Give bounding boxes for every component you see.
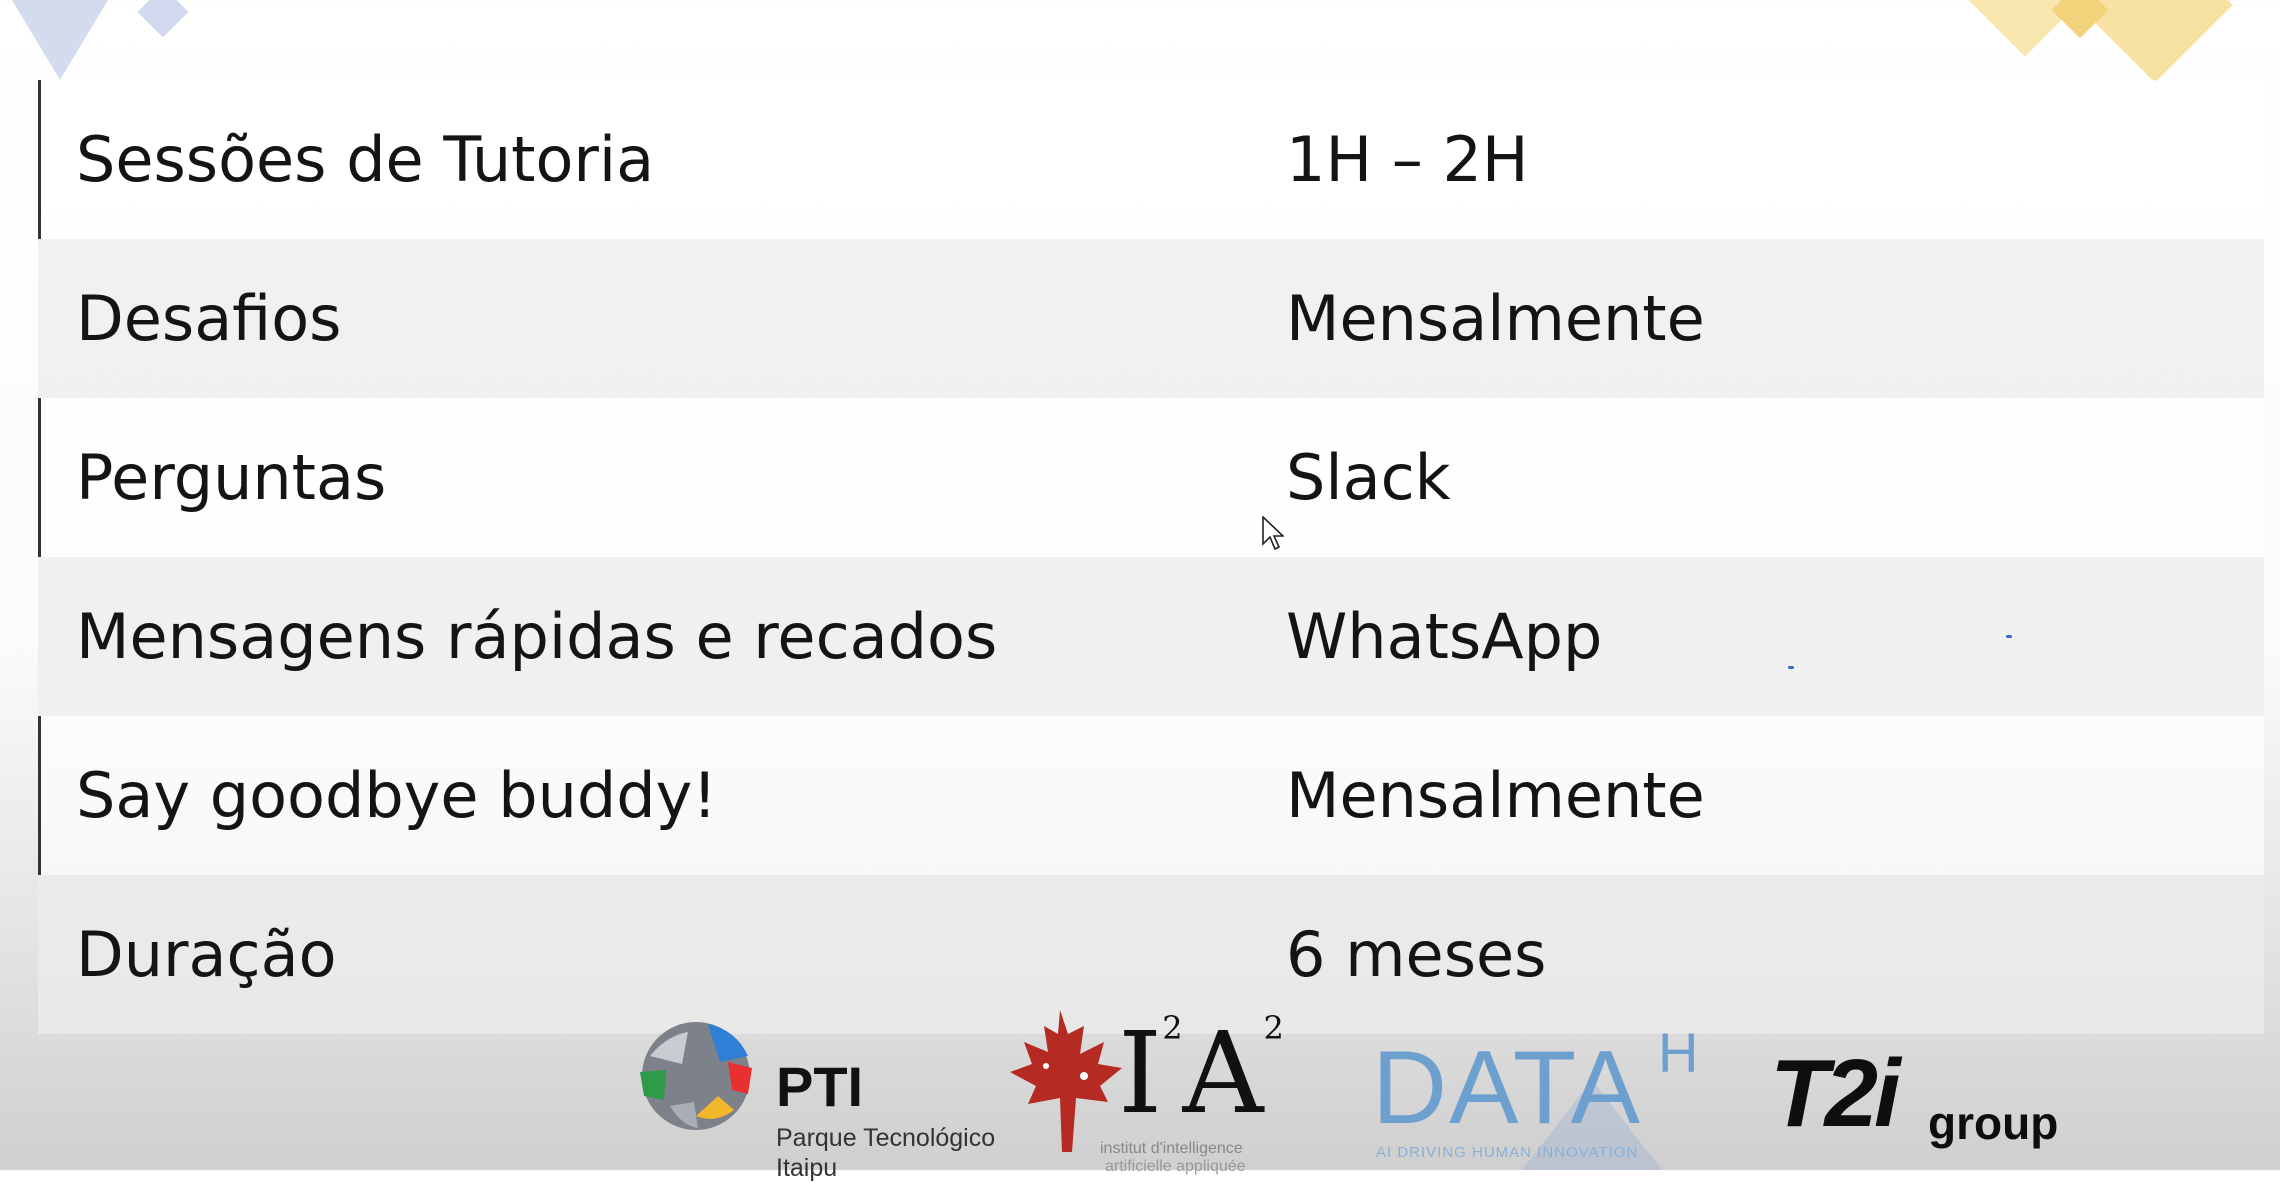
row-label: Desafios xyxy=(76,282,342,355)
pti-logo: PTI Parque Tecnológico Itaipu xyxy=(636,1012,1006,1182)
ia-logo: I2A2 institut d'intelligence artificiell… xyxy=(1000,1000,1320,1175)
maple-leaf-icon xyxy=(1010,1010,1122,1152)
datah-wordmark: DATA xyxy=(1372,1030,1642,1146)
row-value: 6 meses xyxy=(1286,918,1547,991)
ia-wordmark: I2A2 xyxy=(1118,1012,1284,1130)
t2i-suffix: group xyxy=(1928,1097,2059,1149)
decorative-triangle xyxy=(1522,1080,1662,1170)
t2i-logo: T2i group xyxy=(1770,1040,2070,1160)
table-row: Say goodbye buddy! Mensalmente xyxy=(38,716,2264,875)
ia-subtitle: institut d'intelligence xyxy=(1100,1140,1243,1157)
ia-superscript: 2 xyxy=(1162,1009,1183,1047)
datah-tagline: AI DRIVING HUMAN INNOVATION xyxy=(1376,1144,1639,1161)
ia-letter-a: A xyxy=(1182,1009,1264,1139)
mouse-pointer-icon xyxy=(1262,516,1284,551)
row-value: Slack xyxy=(1286,441,1451,514)
table-row: Sessões de Tutoria 1H – 2H xyxy=(38,80,2264,239)
row-value: Mensalmente xyxy=(1286,759,1705,832)
table-row: Mensagens rápidas e recados WhatsApp xyxy=(38,557,2264,716)
ia-letter-i: I xyxy=(1118,1009,1163,1139)
pti-subtitle: Itaipu xyxy=(776,1154,838,1182)
row-label: Mensagens rápidas e recados xyxy=(76,600,998,673)
annotation-dot xyxy=(2006,635,2012,638)
t2i-wordmark: T2i xyxy=(1770,1040,1901,1147)
datah-superscript: H xyxy=(1658,1021,1699,1084)
row-label: Say goodbye buddy! xyxy=(76,759,718,832)
ia-superscript: 2 xyxy=(1263,1009,1284,1047)
annotation-dot xyxy=(1788,666,1794,669)
table-row: Perguntas Slack xyxy=(38,398,2264,557)
row-label: Duração xyxy=(76,918,337,991)
row-label: Perguntas xyxy=(76,441,387,514)
schedule-table: Sessões de Tutoria 1H – 2H Desafios Mens… xyxy=(38,80,2264,1034)
pti-subtitle: Parque Tecnológico xyxy=(776,1124,996,1152)
row-value: WhatsApp xyxy=(1286,600,1603,673)
decorative-diamond xyxy=(137,0,189,38)
decorative-triangle xyxy=(0,0,120,80)
pti-globe-icon xyxy=(640,1022,752,1130)
pti-wordmark: PTI xyxy=(776,1055,864,1118)
row-label: Sessões de Tutoria xyxy=(76,123,655,196)
datah-logo: DATA H AI DRIVING HUMAN INNOVATION xyxy=(1372,1020,1732,1170)
table-row: Desafios Mensalmente xyxy=(38,239,2264,398)
row-value: Mensalmente xyxy=(1286,282,1705,355)
ia-subtitle: artificielle appliquée xyxy=(1105,1158,1246,1175)
row-value: 1H – 2H xyxy=(1286,123,1529,196)
table-row: Duração 6 meses xyxy=(38,875,2264,1034)
partner-logos: PTI Parque Tecnológico Itaipu I2A2 insti… xyxy=(0,1000,2280,1182)
